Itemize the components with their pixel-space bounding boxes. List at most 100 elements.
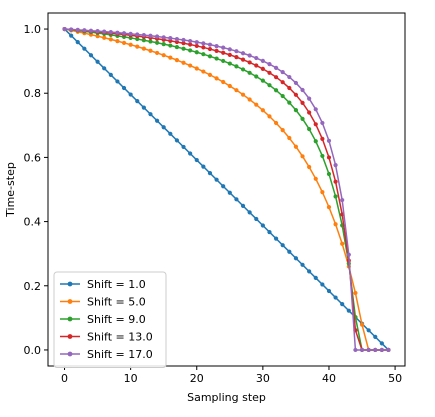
data-point — [221, 184, 226, 189]
x-tick-label: 30 — [256, 372, 270, 385]
data-point — [221, 58, 226, 64]
legend-box — [53, 271, 167, 368]
data-point — [320, 136, 325, 141]
data-point — [227, 52, 232, 57]
data-point — [307, 164, 312, 170]
data-point — [168, 36, 173, 41]
data-point — [307, 96, 312, 101]
data-point — [221, 79, 226, 85]
data-point — [121, 31, 127, 36]
x-tick-label: 20 — [190, 372, 204, 385]
data-point — [227, 83, 232, 89]
data-point — [181, 144, 186, 150]
data-point — [234, 64, 239, 69]
data-point — [300, 87, 305, 93]
data-point — [115, 79, 120, 84]
data-point — [287, 74, 292, 80]
data-point — [108, 30, 113, 35]
data-point — [293, 92, 299, 97]
data-point — [254, 63, 259, 68]
data-point — [148, 48, 153, 53]
legend-item: Shift = 17.0 — [60, 348, 153, 361]
data-point — [214, 76, 219, 81]
data-point — [234, 88, 239, 93]
data-point — [273, 120, 279, 126]
data-point — [82, 46, 87, 51]
data-point — [161, 125, 166, 130]
data-point — [135, 98, 140, 104]
legend-label: Shift = 1.0 — [87, 278, 146, 291]
data-point — [287, 85, 292, 91]
data-point — [320, 120, 325, 126]
data-point — [102, 66, 107, 71]
legend-marker — [67, 351, 73, 357]
data-point — [260, 223, 265, 228]
data-point — [201, 45, 206, 50]
data-point — [247, 210, 252, 215]
data-point — [273, 65, 279, 70]
data-point — [154, 50, 160, 56]
data-point — [386, 347, 391, 353]
data-point — [188, 38, 193, 44]
data-point — [174, 36, 180, 42]
legend-item: Shift = 13.0 — [60, 331, 153, 344]
data-point — [293, 108, 299, 113]
data-point — [194, 157, 199, 163]
data-point — [280, 128, 285, 133]
data-point — [326, 288, 332, 294]
data-point — [207, 42, 213, 47]
data-point — [340, 197, 345, 203]
y-tick-label: 0.6 — [24, 151, 42, 164]
data-point — [353, 347, 358, 353]
data-point — [254, 216, 259, 222]
data-point — [194, 50, 199, 55]
data-point — [373, 347, 378, 353]
data-point — [148, 39, 153, 44]
data-point — [174, 58, 180, 63]
data-point — [326, 155, 332, 160]
data-point — [108, 37, 113, 42]
data-point — [260, 108, 265, 113]
data-point — [340, 302, 345, 307]
data-point — [240, 203, 246, 208]
series-layer — [62, 26, 391, 353]
data-point — [168, 43, 173, 48]
data-point — [174, 44, 180, 50]
data-point — [267, 114, 272, 119]
data-point — [300, 100, 305, 105]
data-point — [234, 49, 239, 54]
data-point — [214, 43, 219, 49]
y-tick-label: 1.0 — [24, 23, 42, 36]
data-point — [141, 32, 146, 38]
data-point — [201, 41, 206, 46]
x-axis-label: Sampling step — [187, 391, 266, 404]
data-point — [333, 163, 338, 168]
data-point — [254, 74, 259, 79]
data-point — [254, 102, 259, 107]
legend-item: Shift = 9.0 — [60, 313, 146, 326]
data-point — [201, 164, 206, 169]
data-point — [161, 53, 166, 58]
data-point — [240, 67, 246, 72]
data-point — [346, 308, 351, 313]
data-point — [280, 80, 285, 85]
x-tick-label: 50 — [388, 372, 402, 385]
data-point — [300, 262, 305, 267]
data-point — [353, 290, 358, 296]
data-point — [181, 41, 186, 46]
series-3 — [62, 26, 391, 353]
y-axis-label: Time-step — [4, 162, 17, 218]
data-point — [181, 60, 186, 65]
data-point — [240, 51, 246, 56]
x-tick-label: 10 — [124, 372, 138, 385]
data-point — [247, 60, 252, 65]
data-point — [366, 328, 371, 333]
data-point — [194, 43, 199, 49]
data-point — [293, 256, 299, 261]
data-point — [313, 139, 318, 144]
data-point — [227, 47, 232, 52]
data-point — [181, 46, 186, 51]
x-tick-label: 40 — [322, 372, 336, 385]
data-point — [135, 44, 140, 49]
data-point — [135, 32, 140, 37]
